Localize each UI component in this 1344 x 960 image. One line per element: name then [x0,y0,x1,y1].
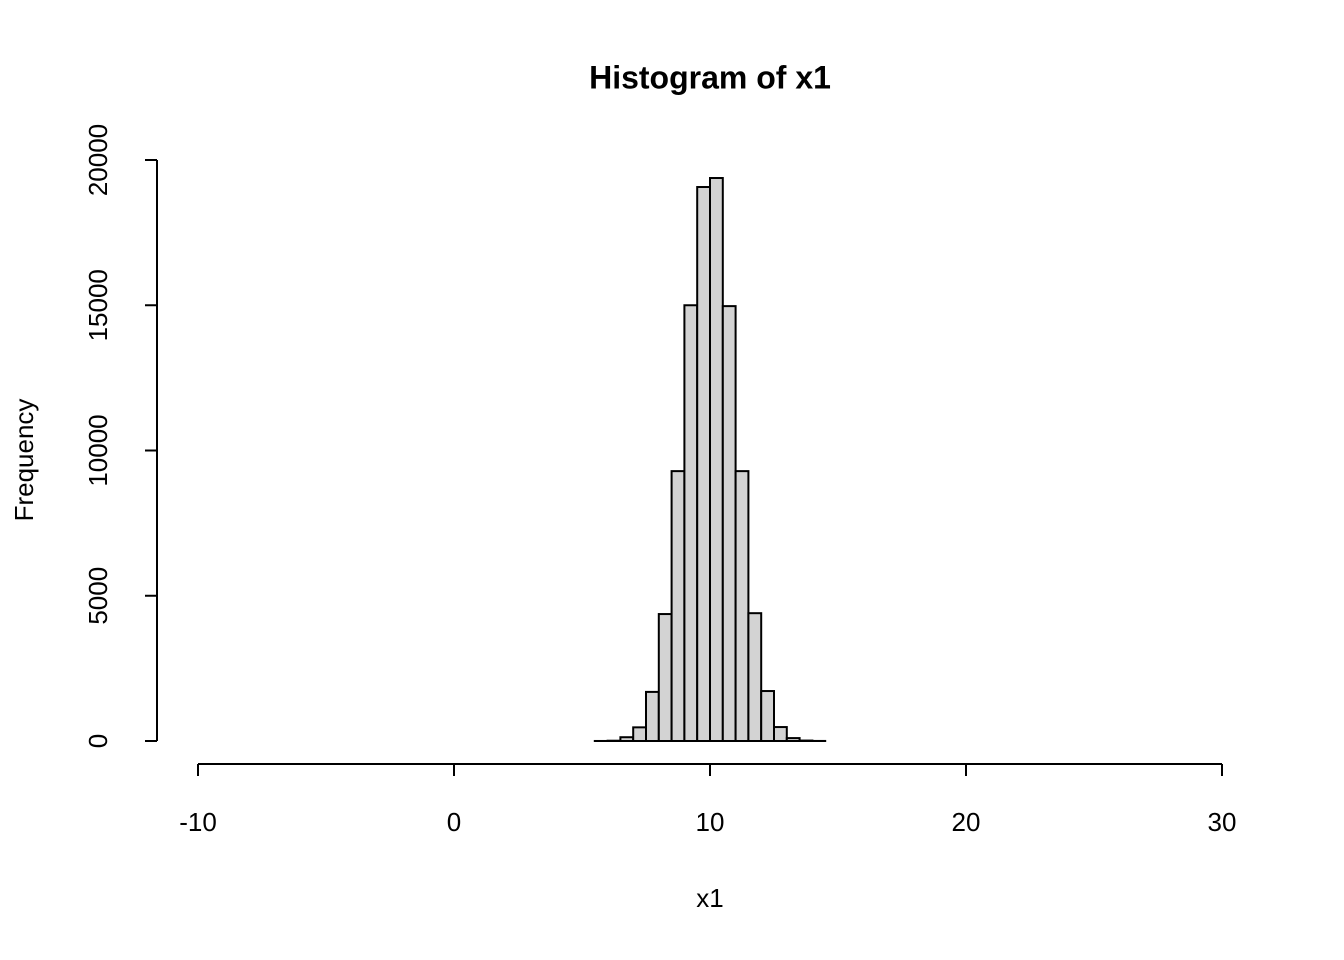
y-axis-label: Frequency [9,399,39,522]
bar [657,613,673,743]
x-tick-label: 10 [696,807,725,837]
bar [721,305,737,742]
bar [785,737,801,742]
bar [773,726,788,743]
x-tick-label: -10 [179,807,217,837]
x-tick-label: 20 [952,807,981,837]
bar [760,690,776,742]
y-tick-label: 0 [83,734,113,748]
y-tick-label: 15000 [83,269,113,341]
x-tick-label: 30 [1208,807,1237,837]
x-tick-label: 0 [447,807,461,837]
bar [619,736,635,743]
y-tick-label: 5000 [83,567,113,625]
y-tick-label: 20000 [83,124,113,196]
x-axis-label: x1 [696,883,723,913]
bar [709,177,724,743]
bar [696,186,712,743]
chart-title: Histogram of x1 [589,59,831,95]
bar [645,690,660,743]
bar [632,726,648,742]
bar [747,612,763,742]
bar [683,304,699,742]
y-tick-label: 10000 [83,414,113,486]
bar [734,470,750,742]
bar [670,470,686,742]
